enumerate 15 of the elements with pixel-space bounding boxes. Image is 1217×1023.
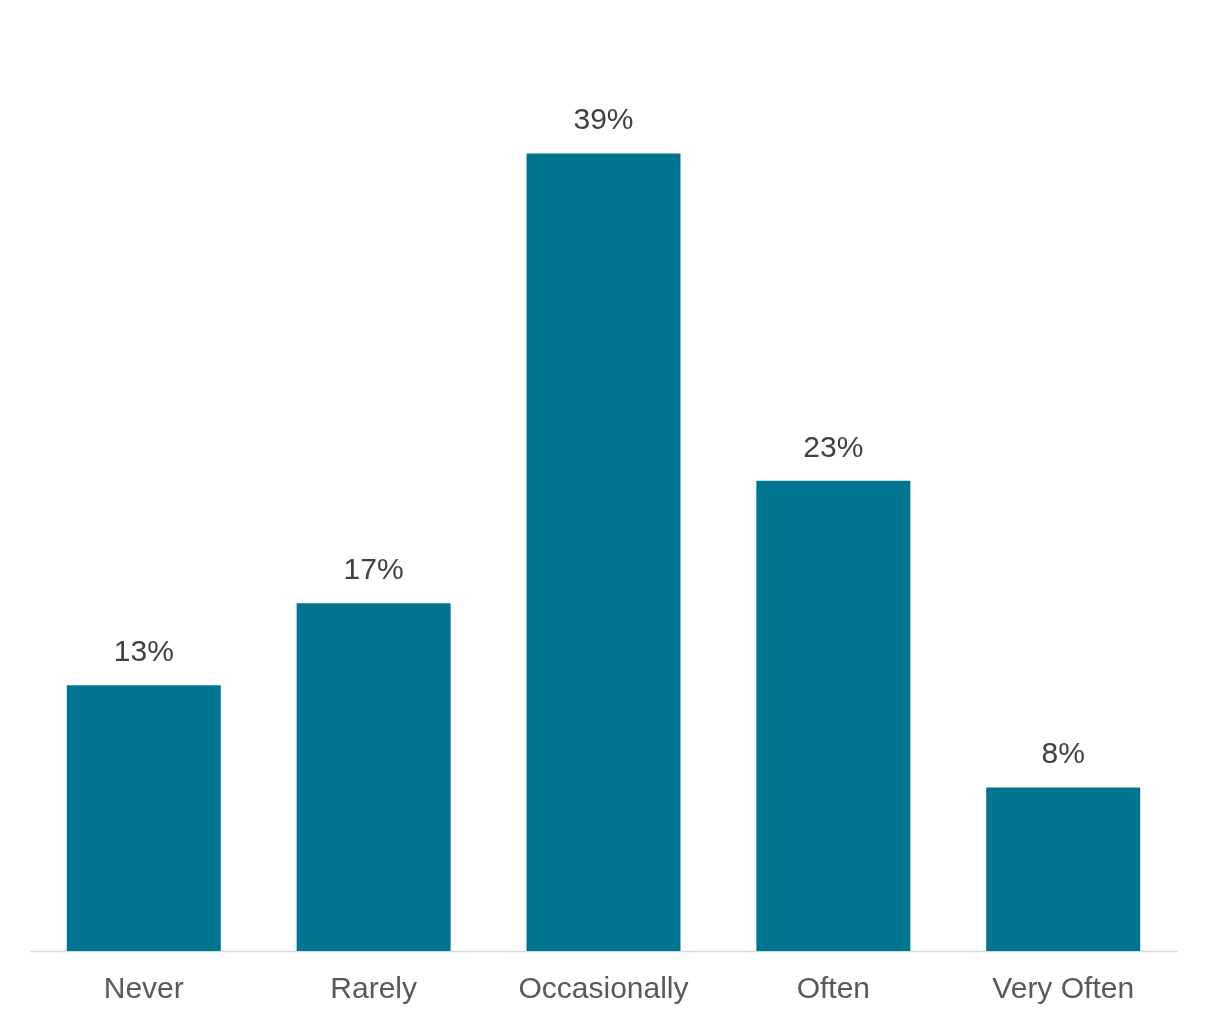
x-tick-label: Never bbox=[103, 970, 184, 1004]
data-label: 13% bbox=[113, 634, 174, 668]
bar bbox=[756, 480, 911, 951]
data-label: 8% bbox=[1041, 736, 1085, 770]
x-tick-label: Occasionally bbox=[518, 970, 689, 1004]
x-tick-label: Very Often bbox=[992, 970, 1135, 1004]
bar bbox=[986, 787, 1141, 951]
data-label: 39% bbox=[573, 102, 634, 136]
x-tick-label: Rarely bbox=[330, 970, 417, 1004]
data-label: 17% bbox=[343, 552, 404, 586]
bar bbox=[296, 603, 451, 951]
bar bbox=[526, 153, 681, 951]
x-tick-label: Often bbox=[796, 970, 871, 1004]
data-label: 23% bbox=[803, 429, 864, 463]
bar bbox=[66, 685, 221, 951]
